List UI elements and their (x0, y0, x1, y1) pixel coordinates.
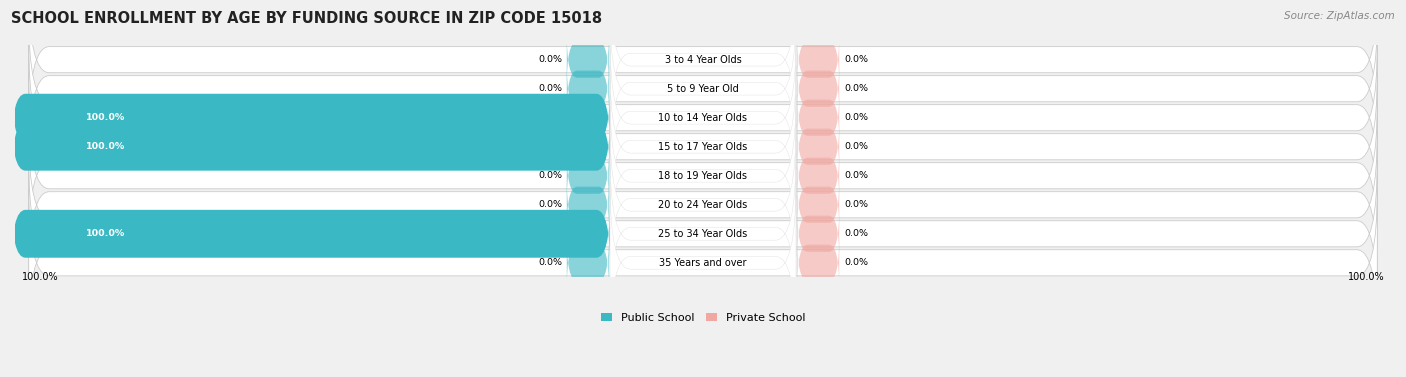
FancyBboxPatch shape (28, 15, 1378, 163)
FancyBboxPatch shape (797, 150, 839, 201)
FancyBboxPatch shape (610, 153, 796, 314)
Legend: Public School, Private School: Public School, Private School (600, 313, 806, 323)
FancyBboxPatch shape (567, 63, 609, 114)
Text: 5 to 9 Year Old: 5 to 9 Year Old (666, 84, 740, 94)
FancyBboxPatch shape (28, 131, 1378, 279)
Text: 20 to 24 Year Olds: 20 to 24 Year Olds (658, 200, 748, 210)
Text: 10 to 14 Year Olds: 10 to 14 Year Olds (658, 113, 748, 123)
FancyBboxPatch shape (28, 0, 1378, 134)
Text: SCHOOL ENROLLMENT BY AGE BY FUNDING SOURCE IN ZIP CODE 15018: SCHOOL ENROLLMENT BY AGE BY FUNDING SOUR… (11, 11, 602, 26)
FancyBboxPatch shape (610, 0, 796, 140)
FancyBboxPatch shape (28, 73, 1378, 221)
FancyBboxPatch shape (567, 238, 609, 288)
Text: 0.0%: 0.0% (844, 142, 868, 151)
Text: 0.0%: 0.0% (538, 84, 562, 93)
Text: 0.0%: 0.0% (844, 229, 868, 238)
FancyBboxPatch shape (797, 92, 839, 143)
FancyBboxPatch shape (610, 182, 796, 343)
FancyBboxPatch shape (567, 34, 609, 85)
Text: 100.0%: 100.0% (86, 142, 125, 151)
FancyBboxPatch shape (11, 200, 610, 268)
Text: 0.0%: 0.0% (844, 171, 868, 180)
Text: 100.0%: 100.0% (86, 229, 125, 238)
Text: 100.0%: 100.0% (86, 113, 125, 122)
FancyBboxPatch shape (610, 95, 796, 256)
FancyBboxPatch shape (567, 179, 609, 230)
Text: 0.0%: 0.0% (538, 55, 562, 64)
Text: 0.0%: 0.0% (538, 171, 562, 180)
Text: 18 to 19 Year Olds: 18 to 19 Year Olds (658, 171, 748, 181)
Text: Source: ZipAtlas.com: Source: ZipAtlas.com (1284, 11, 1395, 21)
FancyBboxPatch shape (567, 150, 609, 201)
FancyBboxPatch shape (610, 66, 796, 227)
Text: 15 to 17 Year Olds: 15 to 17 Year Olds (658, 142, 748, 152)
FancyBboxPatch shape (610, 8, 796, 169)
Text: 0.0%: 0.0% (538, 258, 562, 267)
Text: 35 Years and over: 35 Years and over (659, 258, 747, 268)
Text: 25 to 34 Year Olds: 25 to 34 Year Olds (658, 229, 748, 239)
Text: 3 to 4 Year Olds: 3 to 4 Year Olds (665, 55, 741, 65)
FancyBboxPatch shape (797, 63, 839, 114)
FancyBboxPatch shape (797, 179, 839, 230)
FancyBboxPatch shape (797, 121, 839, 172)
FancyBboxPatch shape (797, 34, 839, 85)
FancyBboxPatch shape (610, 124, 796, 285)
FancyBboxPatch shape (610, 37, 796, 198)
Text: 100.0%: 100.0% (22, 272, 59, 282)
FancyBboxPatch shape (28, 189, 1378, 337)
FancyBboxPatch shape (11, 113, 610, 181)
FancyBboxPatch shape (28, 160, 1378, 308)
Text: 0.0%: 0.0% (844, 84, 868, 93)
Text: 100.0%: 100.0% (1347, 272, 1384, 282)
Text: 0.0%: 0.0% (844, 113, 868, 122)
FancyBboxPatch shape (797, 238, 839, 288)
FancyBboxPatch shape (28, 44, 1378, 192)
Text: 0.0%: 0.0% (844, 55, 868, 64)
FancyBboxPatch shape (797, 208, 839, 259)
FancyBboxPatch shape (11, 84, 610, 152)
Text: 0.0%: 0.0% (844, 258, 868, 267)
Text: 0.0%: 0.0% (844, 200, 868, 209)
FancyBboxPatch shape (28, 102, 1378, 250)
Text: 0.0%: 0.0% (538, 200, 562, 209)
